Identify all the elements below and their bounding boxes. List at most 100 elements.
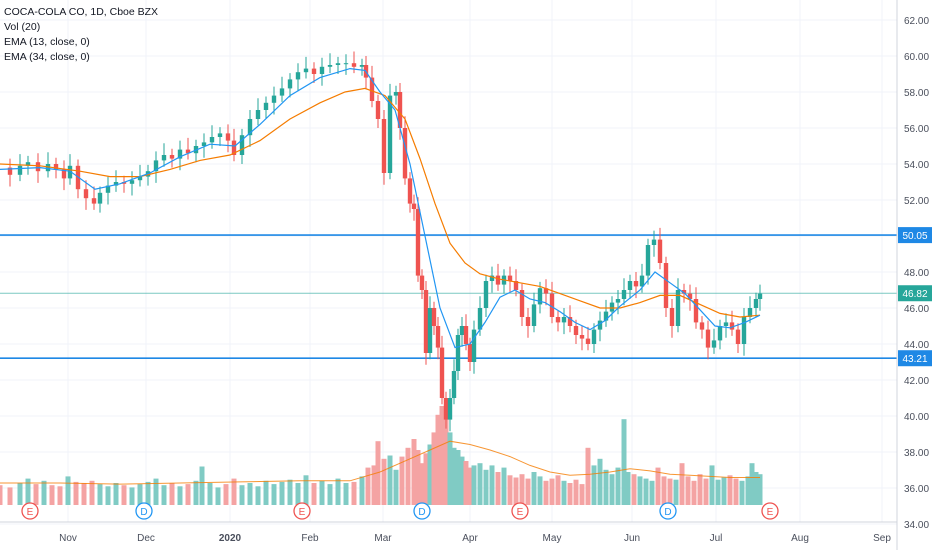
volume-bar: [495, 472, 501, 505]
volume-bar: [177, 486, 183, 505]
volume-bar: [113, 483, 119, 505]
candle-body: [603, 311, 609, 321]
candle-body: [747, 308, 753, 317]
x-tick-label: Dec: [137, 533, 155, 544]
volume-bar: [359, 476, 365, 505]
volume-bar: [721, 477, 727, 505]
volume-bar: [643, 478, 649, 505]
volume-bar: [685, 476, 691, 505]
time-axis[interactable]: Nov Dec 2020 Feb Mar Apr May Jun Jul Aug Sep: [0, 521, 897, 544]
earnings-marker: [511, 502, 529, 520]
volume-bar: [709, 465, 715, 505]
volume-bar: [271, 484, 277, 505]
dividend-marker: [413, 502, 431, 520]
candle-body: [225, 133, 231, 141]
candle-body: [439, 347, 445, 398]
candle-body: [169, 155, 175, 159]
legend-volume[interactable]: Vol (20): [4, 21, 41, 33]
volume-bar: [615, 467, 621, 505]
candle-body: [561, 317, 567, 323]
candle-body: [35, 162, 41, 172]
legend-ema13[interactable]: EMA (13, close, 0): [4, 36, 90, 48]
volume-bar: [17, 483, 23, 505]
legend-symbol[interactable]: COCA-COLA CO, 1D, Cboe BZX: [4, 6, 159, 18]
last-price-badge: [898, 285, 932, 302]
y-tick-label: 34.00: [904, 520, 929, 531]
candle-body: [177, 149, 183, 159]
y-tick-label: 42.00: [904, 376, 929, 387]
volume-bar: [207, 483, 213, 505]
volume-bar: [97, 484, 103, 505]
ema34-line: [0, 87, 761, 318]
volume-bar: [405, 447, 411, 505]
candle-body: [753, 299, 759, 308]
candle-body: [61, 169, 67, 179]
candle-body: [585, 338, 591, 344]
candle-body: [531, 304, 537, 326]
candle-body: [555, 317, 561, 323]
volume-bar: [637, 476, 643, 505]
legend-ema34[interactable]: EMA (34, close, 0): [4, 51, 90, 63]
volume-bar: [81, 483, 87, 505]
price-axis[interactable]: 62.0060.0058.0056.0054.0052.0050.0048.00…: [896, 0, 929, 550]
y-tick-label: 62.00: [904, 16, 929, 27]
volume-bar: [597, 458, 603, 505]
candle-body: [427, 308, 433, 353]
candle-body: [705, 329, 711, 348]
candle-body: [387, 95, 393, 173]
level-badge: [898, 227, 932, 244]
volume-bar: [561, 480, 567, 505]
dividend-marker: [135, 502, 153, 520]
volume-bar: [57, 486, 63, 505]
x-tick-label: Jun: [624, 533, 640, 544]
volume-bar: [65, 476, 71, 505]
horizontal-lines[interactable]: [0, 234, 897, 360]
volume-bar: [749, 463, 755, 505]
volume-bar: [343, 483, 349, 505]
y-tick-label: 36.00: [904, 484, 929, 495]
candle-body: [711, 340, 717, 348]
x-tick-label: Apr: [462, 533, 478, 544]
volume-bar: [393, 469, 399, 505]
volume-bar: [727, 475, 733, 505]
volume-bar: [423, 453, 429, 505]
volume-bar: [585, 447, 591, 505]
volume-bar: [33, 484, 39, 505]
candle-body: [513, 281, 519, 290]
candle-body: [459, 326, 465, 335]
volume-bars: [0, 406, 763, 505]
candle-body: [407, 178, 413, 204]
candle-body: [627, 281, 633, 290]
volume-bar: [415, 450, 421, 505]
volume-bar: [411, 439, 417, 505]
volume-bar: [549, 478, 555, 505]
candle-body: [201, 142, 207, 146]
candle-body: [729, 322, 735, 330]
candle-body: [451, 371, 457, 398]
volume-bar: [223, 484, 229, 505]
y-tick-label: 52.00: [904, 196, 929, 207]
volume-bar: [89, 480, 95, 505]
event-marker-label: E: [517, 507, 524, 518]
volume-bar: [255, 486, 261, 505]
volume-bar: [427, 444, 433, 505]
candle-body: [415, 209, 421, 276]
volume-bar: [467, 467, 473, 505]
volume-bar: [513, 477, 519, 505]
volume-bar: [239, 485, 245, 505]
y-tick-label: 44.00: [904, 340, 929, 351]
volume-bar: [537, 476, 543, 505]
candle-body: [447, 398, 453, 420]
candle-body: [431, 308, 437, 326]
candle-body: [209, 137, 215, 143]
candle-body: [311, 68, 317, 74]
volume-bar: [193, 480, 199, 505]
candle-body: [161, 155, 167, 161]
candle-body: [393, 92, 399, 96]
candle-body: [185, 149, 191, 154]
candle-body: [735, 329, 741, 344]
volume-bar: [0, 485, 3, 505]
candle-body: [319, 66, 325, 74]
